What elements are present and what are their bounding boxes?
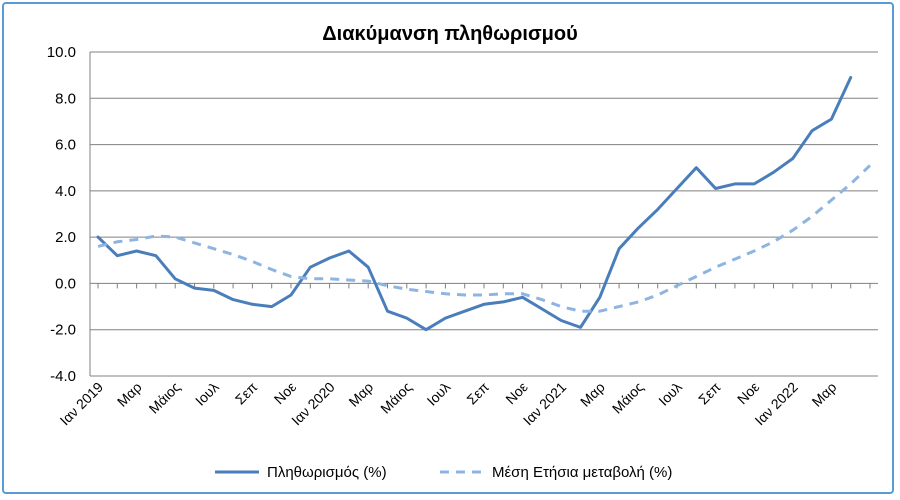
series-line-inflation xyxy=(96,76,853,332)
x-tick-label: Ιαν 2021 xyxy=(520,379,570,429)
x-tick-label: Μαρ xyxy=(809,379,840,410)
x-tick-label: Νοε xyxy=(271,379,299,407)
y-axis-tick-labels: 10.0 8.0 6.0 4.0 2.0 0.0 -2.0 -4.0 xyxy=(47,44,76,385)
chart-title: Διακύμανση πληθωρισμού xyxy=(322,23,577,45)
grid-layer xyxy=(89,51,878,377)
x-tick-label: Νοε xyxy=(502,379,530,407)
x-tick-label: Μάιος xyxy=(146,379,184,417)
y-tick-label: 8.0 xyxy=(55,90,76,107)
x-tick-label: Σεπ xyxy=(695,379,724,408)
x-tick-label: Μαρ xyxy=(577,379,608,410)
x-tick-label: Νοε xyxy=(734,379,762,407)
x-tick-label: Ιουλ xyxy=(655,379,685,409)
legend-label: Πληθωρισμός (%) xyxy=(267,464,387,481)
x-tick-label: Ιουλ xyxy=(424,379,454,409)
x-tick-label: Μαρ xyxy=(345,379,376,410)
y-tick-label: 2.0 xyxy=(55,229,76,246)
y-tick-label: -2.0 xyxy=(50,322,76,339)
x-tick-label: Σεπ xyxy=(232,379,261,408)
x-tick-label: Ιαν 2022 xyxy=(751,379,801,429)
chart-frame xyxy=(2,2,894,494)
x-tick-label: Ιουλ xyxy=(192,379,222,409)
x-tick-label: Μαρ xyxy=(114,379,145,410)
series-line-annual-average xyxy=(97,164,872,313)
y-tick-label: 10.0 xyxy=(47,44,76,61)
legend: Πληθωρισμός (%) Μέση Ετήσια μεταβολή (%) xyxy=(215,464,672,481)
y-tick-label: 6.0 xyxy=(55,137,76,154)
y-tick-label: -4.0 xyxy=(50,368,76,385)
x-tick-label: Ιαν 2019 xyxy=(57,379,107,429)
x-tick-label: Σεπ xyxy=(463,379,492,408)
x-tick-label: Μάιος xyxy=(377,379,415,417)
y-tick-label: 0.0 xyxy=(55,275,76,292)
legend-label: Μέση Ετήσια μεταβολή (%) xyxy=(492,464,672,481)
x-tick-label: Μάιος xyxy=(609,379,647,417)
y-tick-label: 4.0 xyxy=(55,183,76,200)
series-layer xyxy=(96,76,872,332)
x-tick-label: Ιαν 2020 xyxy=(288,379,338,429)
